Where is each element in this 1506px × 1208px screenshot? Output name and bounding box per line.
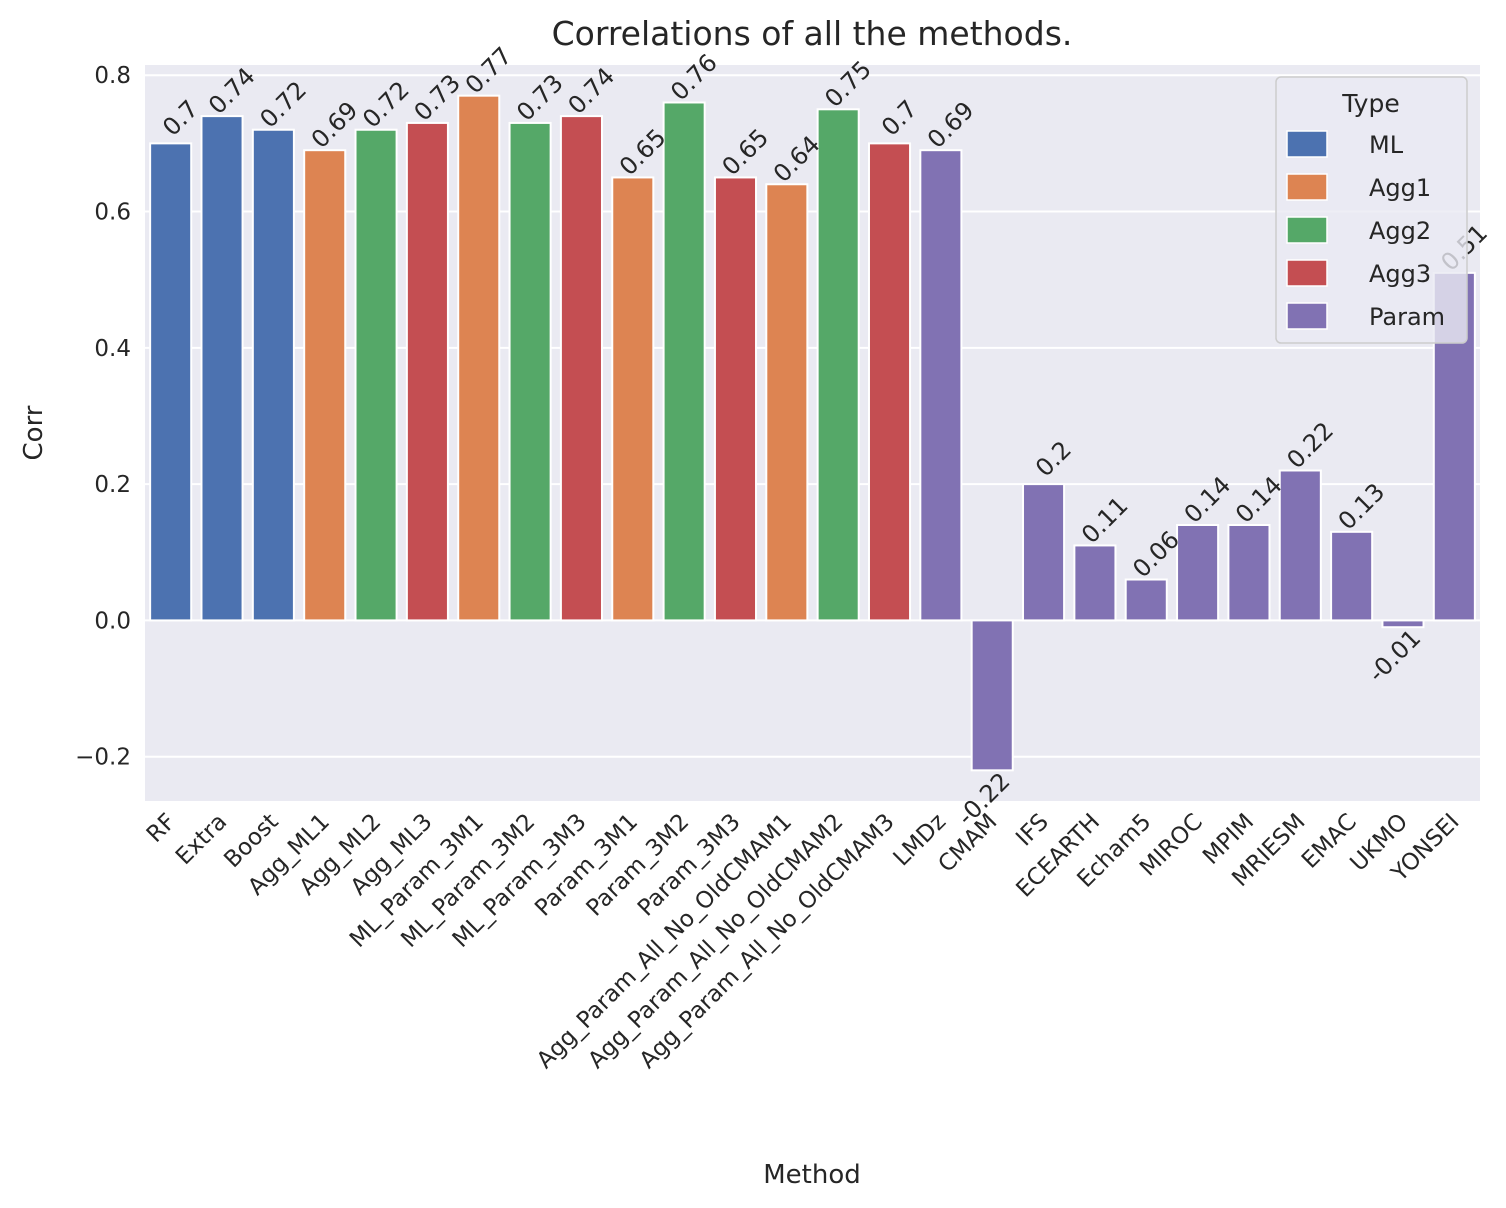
x-tick-label: RF (142, 809, 181, 848)
y-axis-label: Corr (19, 405, 49, 460)
bar (1278, 469, 1322, 622)
bar (1330, 530, 1374, 622)
bar (1176, 524, 1220, 622)
bar (1124, 578, 1168, 622)
y-axis-ticks: −0.2 0.0 0.2 0.4 0.6 0.8 (75, 63, 131, 770)
bar (354, 128, 398, 622)
legend-swatch (1286, 302, 1328, 330)
bar (559, 115, 603, 622)
legend-swatch (1286, 259, 1328, 287)
legend: Type ML Agg1 Agg2 Agg3 Param (1275, 76, 1468, 344)
bar (1073, 544, 1117, 622)
y-tick-label: 0.2 (94, 472, 131, 498)
bar (867, 142, 912, 622)
legend-swatch (1286, 216, 1328, 244)
bar (662, 101, 706, 622)
bar (611, 176, 655, 622)
bars (149, 94, 1476, 772)
x-axis-ticks: RFExtraBoostAgg_ML1Agg_ML2Agg_ML3ML_Para… (142, 809, 1465, 1074)
y-tick-label: −0.2 (75, 745, 131, 771)
bar (457, 94, 501, 622)
bar (713, 176, 758, 622)
y-tick-label: 0.0 (94, 608, 131, 634)
legend-label: ML (1369, 131, 1404, 159)
bar (508, 121, 552, 622)
bar (303, 149, 347, 622)
bar (405, 121, 449, 622)
bar (1227, 524, 1271, 622)
bar (251, 128, 295, 622)
bar (200, 115, 244, 622)
x-axis-label: Method (763, 1160, 861, 1190)
legend-label: Agg3 (1369, 260, 1431, 288)
x-tick-label: IFS (1011, 809, 1054, 852)
bar (149, 142, 193, 622)
legend-swatch (1286, 130, 1328, 158)
bar (1022, 483, 1066, 622)
chart-title: Correlations of all the methods. (552, 14, 1073, 53)
bar (1381, 619, 1425, 629)
y-tick-label: 0.6 (94, 200, 131, 226)
legend-label: Agg1 (1369, 174, 1431, 202)
legend-label: Param (1369, 303, 1445, 331)
x-tick-label: Extra (171, 809, 232, 870)
legend-label: Agg2 (1369, 217, 1431, 245)
bar (919, 149, 963, 622)
bar (970, 619, 1014, 772)
legend-swatch (1286, 173, 1328, 201)
legend-title: Type (1341, 89, 1399, 118)
y-tick-label: 0.4 (94, 336, 131, 362)
bar (765, 183, 809, 622)
bar (816, 108, 860, 622)
y-tick-label: 0.8 (94, 63, 131, 89)
